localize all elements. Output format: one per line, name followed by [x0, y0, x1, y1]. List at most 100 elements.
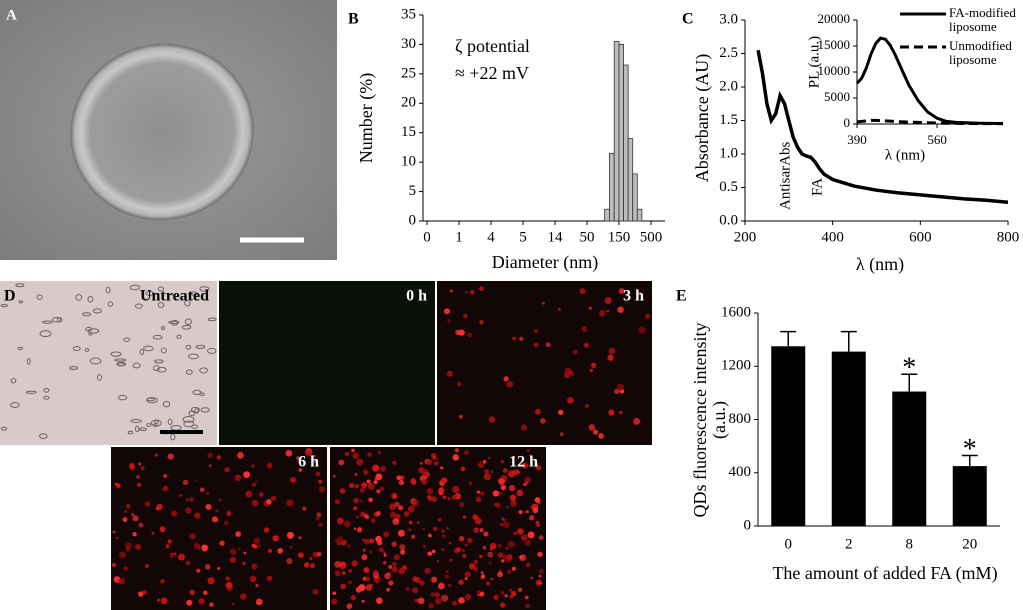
fluorescent-spot [395, 513, 401, 520]
fluorescent-spot [521, 462, 529, 469]
fluorescent-spot [318, 479, 323, 484]
fluorescent-spot [509, 494, 517, 501]
fluorescent-spot [505, 546, 509, 550]
fluorescent-spot [225, 576, 231, 581]
cell [10, 378, 17, 384]
fluorescent-spot [171, 510, 178, 517]
fluorescent-spot [354, 472, 358, 476]
fluorescent-spot [334, 560, 342, 568]
y-tick-label: 25 [401, 65, 416, 81]
cell [188, 410, 196, 417]
fluorescent-spot [392, 561, 397, 567]
fluorescent-spot [614, 388, 620, 394]
fluorescent-spot [384, 572, 391, 580]
x-tick-label: 560 [927, 132, 947, 147]
fluorescent-spot [249, 575, 257, 583]
fluorescent-spot [211, 516, 219, 523]
fluorescent-spot [479, 286, 484, 292]
fluorescent-spot [524, 595, 529, 600]
fluorescent-spot [638, 291, 641, 295]
cell [184, 318, 192, 325]
fluorescent-spot [393, 554, 400, 561]
fluorescent-spot [524, 603, 531, 609]
cell [190, 406, 200, 413]
fluorescent-spot [482, 460, 487, 464]
cell [114, 358, 127, 362]
fluorescent-spot [502, 468, 508, 473]
fluorescent-spot [513, 531, 517, 535]
fluorescent-spot [137, 482, 142, 487]
fluorescent-spot [525, 562, 531, 568]
fluorescent-spot [334, 498, 341, 505]
fluorescent-spot [198, 598, 205, 605]
fluorescent-spot [398, 567, 406, 575]
fluorescent-spot [394, 501, 400, 507]
fluorescent-spot [343, 520, 351, 528]
fluorescent-spot [585, 404, 589, 408]
fluorescent-spot [286, 499, 294, 507]
fluorescent-spot [506, 380, 513, 388]
fluorescent-spot [219, 540, 225, 546]
fluorescent-spot [396, 475, 402, 481]
fluorescent-spot [444, 574, 450, 579]
fluorescent-spot [376, 510, 381, 516]
histogram-bar [627, 138, 634, 222]
fluorescent-spot [470, 290, 475, 295]
fluorescent-spot [479, 554, 483, 559]
fluorescent-spot [285, 449, 293, 457]
fluorescent-spot [363, 538, 370, 545]
fluorescent-spot [170, 552, 174, 556]
panel-d: Untreated 0 h 3 h 6 h 12 h [0, 281, 652, 610]
fluorescent-spot [452, 454, 459, 461]
fluorescent-spot [572, 349, 578, 355]
fluorescent-spot [487, 551, 494, 558]
fluorescent-spot [431, 576, 438, 583]
fluorescent-spot [253, 537, 261, 545]
fluorescent-spot [298, 536, 302, 540]
x-tick-label: 14 [548, 229, 564, 245]
fluorescent-spot [124, 510, 128, 514]
cell [185, 369, 193, 375]
fluorescent-spot [414, 598, 419, 603]
fluorescent-spot [266, 462, 273, 469]
fluorescent-spot [529, 515, 535, 521]
y-tick-label: 1.0 [719, 145, 738, 161]
fluorescent-spot [437, 582, 445, 590]
fluorescent-spot [407, 505, 415, 513]
fluorescent-spot [243, 551, 247, 555]
cell [69, 365, 78, 370]
panel-label: A [6, 7, 17, 23]
fluorescent-spot [450, 289, 453, 293]
fluorescent-spot [160, 579, 165, 584]
fluorescent-spot [361, 482, 368, 488]
fluorescent-spot [501, 517, 504, 520]
fluorescent-spot [215, 509, 219, 513]
fluorescent-spot [426, 488, 434, 495]
fluorescent-spot [363, 513, 369, 519]
bar [952, 466, 987, 526]
fluorescent-spot [132, 532, 137, 537]
significance-marker: * [902, 353, 916, 384]
fluorescent-spot [456, 547, 462, 553]
cell [162, 400, 171, 408]
cell [207, 317, 217, 322]
fluorescent-spot [501, 559, 505, 563]
fluorescent-spot [488, 561, 492, 565]
x-tick-label: 0 [423, 229, 431, 245]
fluorescent-spot [353, 527, 357, 530]
image-label: 6 h [298, 454, 319, 471]
fluorescent-spot [302, 506, 307, 511]
fluorescent-spot [351, 448, 355, 453]
fluorescent-spot [447, 583, 452, 588]
fluorescent-spot [369, 550, 373, 554]
fluorescent-spot [254, 480, 258, 483]
fluorescent-spot [226, 510, 232, 517]
fluorescent-spot [518, 510, 523, 515]
fluorescent-spot [558, 409, 564, 415]
fluorescent-spot [535, 520, 540, 525]
fluorescent-spot [492, 490, 499, 497]
fluorescent-spot [433, 461, 439, 466]
fluorescent-spot [441, 477, 448, 484]
fluorescent-spot [263, 527, 270, 533]
fluorescent-spot [608, 409, 615, 416]
